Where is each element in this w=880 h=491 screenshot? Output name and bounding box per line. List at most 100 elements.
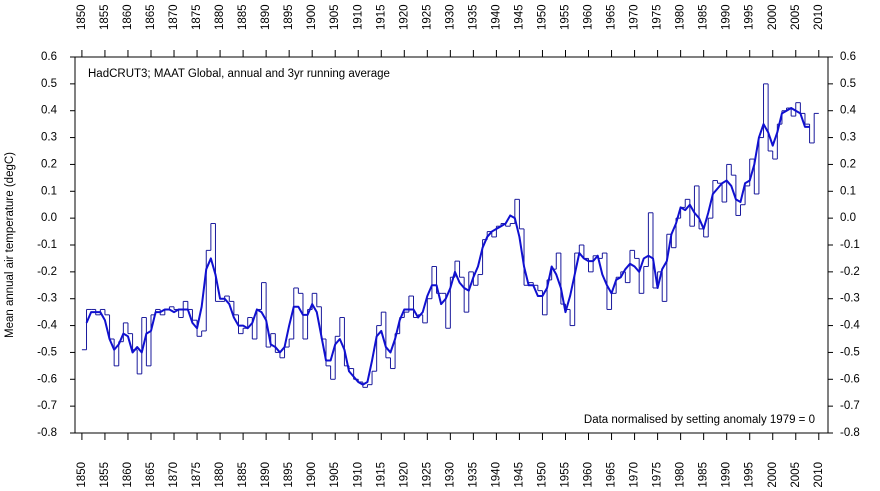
y-tick-label-right: 0.4 [840,105,857,117]
y-tick-label-right: -0.1 [840,239,860,251]
x-tick-label: 1940 [490,462,502,488]
x-tick-label: 1880 [214,462,226,488]
y-tick-label-right: 0.6 [840,51,856,63]
x-tick-label-top: 1985 [698,4,710,30]
x-tick-label: 1855 [99,462,111,488]
x-tick-label: 1895 [283,462,295,488]
y-tick-label: -0.6 [37,373,57,385]
x-tick-label-top: 1920 [398,4,410,30]
x-tick-label-top: 1980 [675,4,687,30]
plot-frame [74,56,829,434]
y-tick-label: -0.3 [37,293,57,305]
x-tick-label-top: 1945 [513,4,525,30]
x-tick-label: 1890 [260,462,272,488]
x-tick-label: 1965 [606,462,618,488]
y-tick-label: 0.3 [41,132,57,144]
y-tick-label: -0.4 [37,320,57,332]
y-tick-label-right: -0.3 [840,293,860,305]
x-tick-label-top: 1935 [467,4,479,30]
x-tick-label: 1920 [398,462,410,488]
x-tick-label-top: 1865 [145,4,157,30]
x-tick-label-top: 1880 [214,4,226,30]
x-tick-label-top: 1875 [191,4,203,30]
x-tick-label: 1865 [145,462,157,488]
y-tick-label: 0.0 [41,212,57,224]
x-tick-label: 1960 [583,462,595,488]
x-tick-label: 1875 [191,462,203,488]
x-tick-label: 1955 [560,462,572,488]
x-tick-label: 1860 [122,462,134,488]
x-tick-label: 2005 [790,462,802,488]
x-tick-label: 1905 [329,462,341,488]
x-tick-label: 1885 [237,462,249,488]
x-tick-label: 1950 [536,462,548,488]
y-tick-label: 0.2 [41,158,57,170]
y-tick-label-right: -0.2 [840,266,860,278]
x-tick-label-top: 1955 [560,4,572,30]
x-tick-label-top: 1925 [421,4,433,30]
x-tick-label: 1975 [652,462,664,488]
x-tick-label-top: 1990 [721,4,733,30]
y-tick-label: -0.7 [37,400,57,412]
x-tick-label-top: 1960 [583,4,595,30]
y-tick-label: -0.1 [37,239,57,251]
y-tick-label: -0.8 [37,427,57,439]
y-tick-label-right: 0.2 [840,158,856,170]
y-tick-label: 0.5 [41,78,57,90]
x-tick-label: 1970 [629,462,641,488]
annotation: Data normalised by setting anomaly 1979 … [584,414,815,426]
y-tick-label: 0.6 [41,51,57,63]
x-tick-label-top: 1930 [444,4,456,30]
y-tick-label: 0.4 [41,105,58,117]
x-tick-label-top: 1855 [99,4,111,30]
x-tick-label: 1985 [698,462,710,488]
y-tick-label: -0.5 [37,346,57,358]
y-tick-label-right: 0.5 [840,78,856,90]
x-tick-label: 1945 [513,462,525,488]
x-tick-label-top: 2000 [767,4,779,30]
x-tick-label-top: 1890 [260,4,272,30]
x-tick-label-top: 1910 [352,4,364,30]
y-tick-label-right: 0.0 [840,212,856,224]
x-tick-label: 1915 [375,462,387,488]
y-axis-label: Mean annual air temperature (degC) [4,152,16,338]
x-tick-label-top: 1895 [283,4,295,30]
x-tick-label: 2000 [767,462,779,488]
step-riser [86,83,815,388]
x-tick-label: 1980 [675,462,687,488]
x-tick-label-top: 1995 [744,4,756,30]
x-tick-label: 1925 [421,462,433,488]
y-tick-label: 0.1 [41,185,57,197]
x-tick-label-top: 1850 [76,4,88,30]
x-tick-label-top: 1900 [306,4,318,30]
x-tick-label: 1900 [306,462,318,488]
x-tick-label: 1870 [168,462,180,488]
chart-title: HadCRUT3; MAAT Global, annual and 3yr ru… [88,68,390,80]
x-tick-label: 1850 [76,462,88,488]
x-tick-label-top: 1965 [606,4,618,30]
x-tick-label-top: 2005 [790,4,802,30]
y-tick-label-right: -0.5 [840,346,860,358]
x-tick-label-top: 1915 [375,4,387,30]
y-tick-label-right: -0.4 [840,320,860,332]
x-tick-label: 1935 [467,462,479,488]
x-tick-label: 1995 [744,462,756,488]
x-tick-label-top: 1950 [536,4,548,30]
running-average-line [85,107,810,386]
y-tick-label-right: -0.6 [840,373,860,385]
x-tick-label-top: 1860 [122,4,134,30]
y-tick-label-right: 0.1 [840,185,856,197]
x-tick-label-top: 2010 [813,4,825,30]
x-tick-label: 1910 [352,462,364,488]
x-tick-label-top: 1970 [629,4,641,30]
y-tick-label: -0.2 [37,266,57,278]
y-tick-label-right: 0.3 [840,132,856,144]
x-tick-label: 2010 [813,462,825,488]
x-tick-label-top: 1975 [652,4,664,30]
x-tick-label-top: 1885 [237,4,249,30]
y-tick-label-right: -0.8 [840,427,860,439]
x-tick-label-top: 1905 [329,4,341,30]
x-tick-label: 1930 [444,462,456,488]
x-tick-label: 1990 [721,462,733,488]
